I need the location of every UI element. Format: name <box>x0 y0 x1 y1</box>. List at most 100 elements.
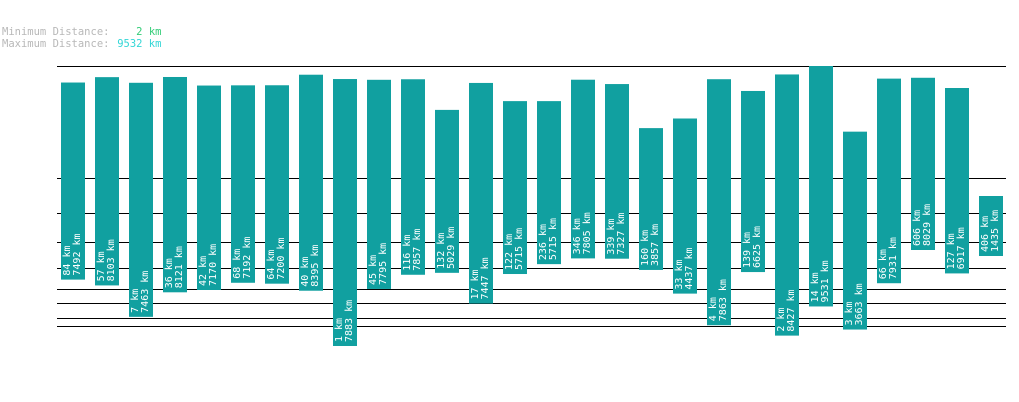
bar-high-label: 8121 km <box>174 246 185 288</box>
bar-high-label: 7192 km <box>242 237 253 279</box>
range-bar <box>163 76 187 293</box>
range-bar-group: 40 km 8395 km <box>299 74 323 291</box>
range-bar-group: 2 km 8427 km <box>775 74 799 336</box>
range-bar <box>639 128 663 270</box>
range-bar-group: 14 km 9531 km <box>809 66 833 307</box>
bar-high-label: 7327 km <box>616 213 627 255</box>
range-bar <box>537 101 561 265</box>
bar-high-label: 8395 km <box>310 245 321 287</box>
bar-high-label: 6917 km <box>956 227 967 269</box>
bar-high-label: 3663 km <box>854 283 865 325</box>
bar-low-label: 132 km <box>436 233 447 269</box>
range-bar-group: 7 km 7463 km <box>129 82 153 317</box>
bar-high-label: 8029 km <box>922 204 933 246</box>
bar-low-label: 40 km <box>300 257 311 287</box>
bar-low-label: 66 km <box>878 249 889 279</box>
bar-low-label: 339 km <box>606 219 617 255</box>
range-bar <box>401 79 425 275</box>
bar-high-label: 6625 km <box>752 226 763 268</box>
range-bar <box>367 79 391 289</box>
bar-high-label: 7463 km <box>140 271 151 313</box>
bar-low-label: 33 km <box>674 259 685 289</box>
bar-high-label: 8427 km <box>786 289 797 331</box>
range-bar-group: 339 km 7327 km <box>605 84 629 259</box>
range-bar <box>333 79 357 346</box>
maximum-distance-stat: Maximum Distance: 9532 km <box>2 38 161 50</box>
maximum-distance-label: Maximum Distance: <box>2 38 110 50</box>
bar-low-label: 36 km <box>164 258 175 288</box>
bar-high-label: 7170 km <box>208 244 219 286</box>
range-bar-group: 346 km 7805 km <box>571 79 595 259</box>
range-bar-group: 42 km 7170 km <box>197 85 221 290</box>
bar-high-label: 4437 km <box>684 247 695 289</box>
range-bar-group: 406 km 1435 km <box>979 196 1003 257</box>
bar-high-label: 7883 km <box>344 300 355 342</box>
bar-high-label: 7492 km <box>72 233 83 275</box>
range-bar-group: 122 km 5715 km <box>503 101 527 275</box>
bar-low-label: 160 km <box>640 230 651 266</box>
bar-low-label: 17 km <box>470 269 481 299</box>
range-bar <box>809 66 833 307</box>
bar-low-label: 3 km <box>844 301 855 325</box>
bar-low-label: 406 km <box>980 216 991 252</box>
bar-low-label: 116 km <box>402 235 413 271</box>
bar-high-label: 7931 km <box>888 237 899 279</box>
bar-high-label: 9531 km <box>820 260 831 302</box>
range-bar-group: 139 km 6625 km <box>741 90 765 273</box>
bar-high-label: 7447 km <box>480 257 491 299</box>
range-bar-group: 3 km 3663 km <box>843 131 867 330</box>
range-bar <box>571 79 595 259</box>
range-bar-group: 236 km 5715 km <box>537 101 561 265</box>
range-bar-group: 4 km 7863 km <box>707 79 731 326</box>
bar-low-label: 127 km <box>946 233 957 269</box>
bar-low-label: 4 km <box>708 297 719 321</box>
range-bar <box>469 82 493 304</box>
minimum-distance-value: 2 km <box>136 26 162 38</box>
bar-low-label: 42 km <box>198 256 209 286</box>
range-bar <box>911 77 935 250</box>
range-bar-group: 66 km 7931 km <box>877 78 901 284</box>
bar-high-label: 7795 km <box>378 243 389 285</box>
range-bar-group: 17 km 7447 km <box>469 82 493 304</box>
bar-low-label: 68 km <box>232 249 243 279</box>
range-bar-group: 1 km 7883 km <box>333 79 357 346</box>
range-bar <box>61 82 85 280</box>
range-bar <box>265 85 289 284</box>
bar-low-label: 45 km <box>368 255 379 285</box>
bar-low-label: 606 km <box>912 210 923 246</box>
range-bar-group: 68 km 7192 km <box>231 85 255 283</box>
range-bar-group: 45 km 7795 km <box>367 79 391 289</box>
bar-low-label: 64 km <box>266 250 277 280</box>
bar-low-label: 2 km <box>776 308 787 332</box>
bar-low-label: 14 km <box>810 272 821 302</box>
range-bar <box>95 77 119 286</box>
bar-low-label: 57 km <box>96 251 107 281</box>
range-bar-group: 36 km 8121 km <box>163 76 187 293</box>
range-bar <box>299 74 323 291</box>
range-bar <box>503 101 527 275</box>
minimum-distance-stat: Minimum Distance: 2 km <box>2 26 161 38</box>
bar-high-label: 7863 km <box>718 279 729 321</box>
bar-low-label: 1 km <box>334 318 345 342</box>
range-bar-group: 132 km 5029 km <box>435 109 459 273</box>
range-bar-group: 116 km 7857 km <box>401 79 425 275</box>
minimum-distance-label: Minimum Distance: <box>2 26 110 38</box>
bar-high-label: 5715 km <box>548 218 559 260</box>
bar-high-label: 1435 km <box>990 210 1001 252</box>
range-bar-group: 64 km 7200 km <box>265 85 289 284</box>
range-bar <box>129 82 153 317</box>
range-bar-group: 33 km 4437 km <box>673 118 697 294</box>
range-bar <box>945 88 969 274</box>
range-bar <box>843 131 867 330</box>
range-bar <box>741 90 765 273</box>
range-bar-group: 57 km 8103 km <box>95 77 119 286</box>
bar-low-label: 139 km <box>742 232 753 268</box>
bar-high-label: 7805 km <box>582 212 593 254</box>
range-bar <box>775 74 799 336</box>
range-bar <box>877 78 901 284</box>
bar-high-label: 7857 km <box>412 229 423 271</box>
bar-high-label: 8103 km <box>106 239 117 281</box>
bar-low-label: 7 km <box>130 289 141 313</box>
